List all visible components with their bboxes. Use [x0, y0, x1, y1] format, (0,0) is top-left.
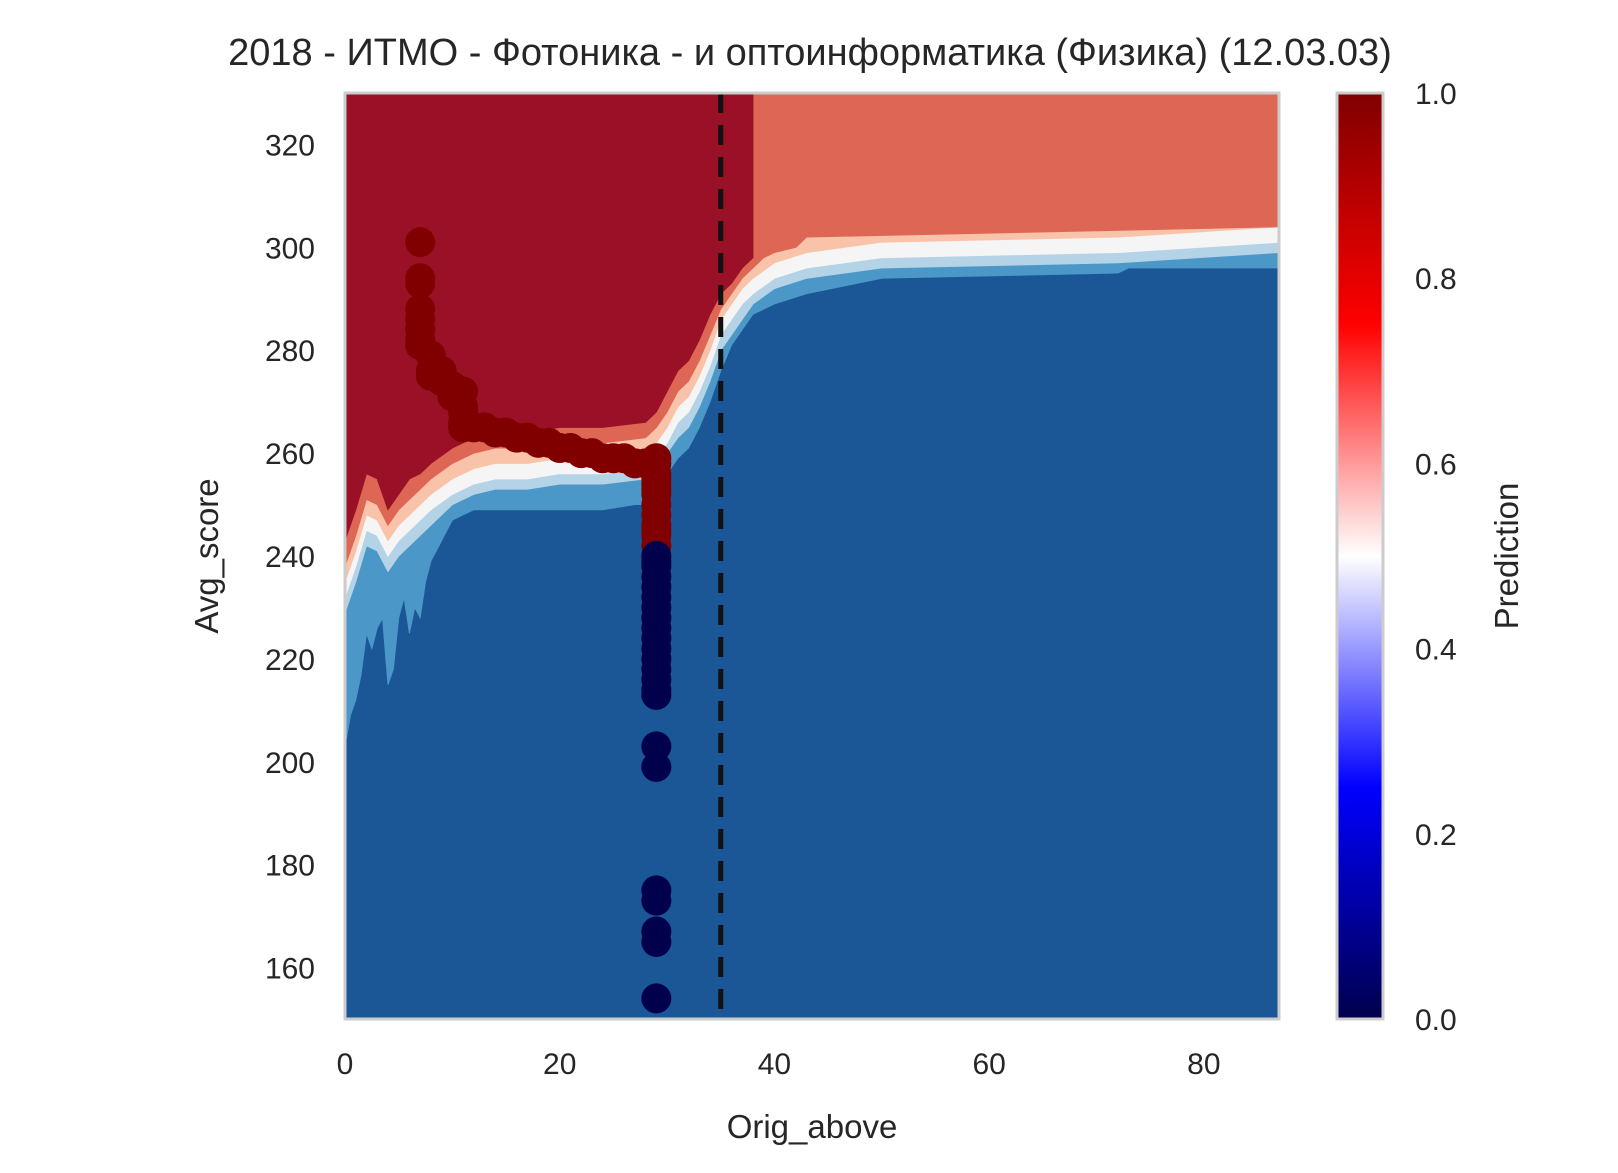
contour-regions: [345, 93, 1279, 1019]
chart-title: 2018 - ИТМО - Фотоника - и оптоинформати…: [228, 32, 1392, 74]
y-axis-ticks: 160 180 200 220 240 260 280 300 320: [265, 129, 315, 985]
x-tick-label: 20: [543, 1048, 576, 1081]
colorbar-tick-label: 0.6: [1415, 448, 1457, 481]
scatter-point-negative: [641, 926, 672, 957]
y-tick-label: 160: [265, 953, 315, 986]
scatter-point-positive: [405, 227, 436, 258]
colorbar-label: Prediction: [1488, 483, 1525, 630]
scatter-point-negative: [641, 751, 672, 782]
plot-area: [345, 93, 1279, 1019]
y-tick-label: 200: [265, 747, 315, 780]
scatter-point-positive: [641, 443, 672, 474]
y-tick-label: 220: [265, 644, 315, 677]
y-axis-label: Avg_score: [188, 478, 225, 633]
y-tick-label: 240: [265, 541, 315, 574]
plot-frame: [343, 91, 1281, 1021]
scatter-point-positive: [641, 474, 672, 505]
x-tick-label: 0: [337, 1048, 354, 1081]
scatter-point-negative: [641, 546, 672, 577]
scatter-point-negative: [641, 679, 672, 710]
x-axis-ticks: 0 20 40 60 80: [337, 1048, 1221, 1081]
colorbar: 0.0 0.2 0.4 0.6 0.8 1.0 Prediction: [1335, 78, 1525, 1037]
scatter-points: [405, 227, 672, 1014]
contour-region-0-9: [345, 93, 1279, 541]
y-tick-label: 300: [265, 232, 315, 265]
colorbar-gradient: [1337, 93, 1383, 1019]
y-tick-label: 260: [265, 438, 315, 471]
y-tick-label: 320: [265, 129, 315, 162]
colorbar-tick-label: 0.0: [1415, 1004, 1457, 1037]
scatter-point-negative: [641, 885, 672, 916]
scatter-point-negative: [641, 731, 672, 762]
x-tick-label: 40: [758, 1048, 791, 1081]
colorbar-tick-label: 0.2: [1415, 819, 1457, 852]
colorbar-tick-label: 1.0: [1415, 78, 1457, 111]
x-tick-label: 80: [1187, 1048, 1220, 1081]
scatter-point-negative: [641, 983, 672, 1014]
colorbar-tick-label: 0.8: [1415, 263, 1457, 296]
x-axis-label: Orig_above: [727, 1108, 898, 1145]
colorbar-frame: [1335, 91, 1385, 1021]
scatter-point-positive: [641, 515, 672, 546]
colorbar-tick-label: 0.4: [1415, 634, 1457, 667]
y-tick-label: 280: [265, 335, 315, 368]
colorbar-ticks: 0.0 0.2 0.4 0.6 0.8 1.0: [1415, 78, 1457, 1037]
x-tick-label: 60: [972, 1048, 1005, 1081]
scatter-point-positive: [405, 268, 436, 299]
y-tick-label: 180: [265, 850, 315, 883]
